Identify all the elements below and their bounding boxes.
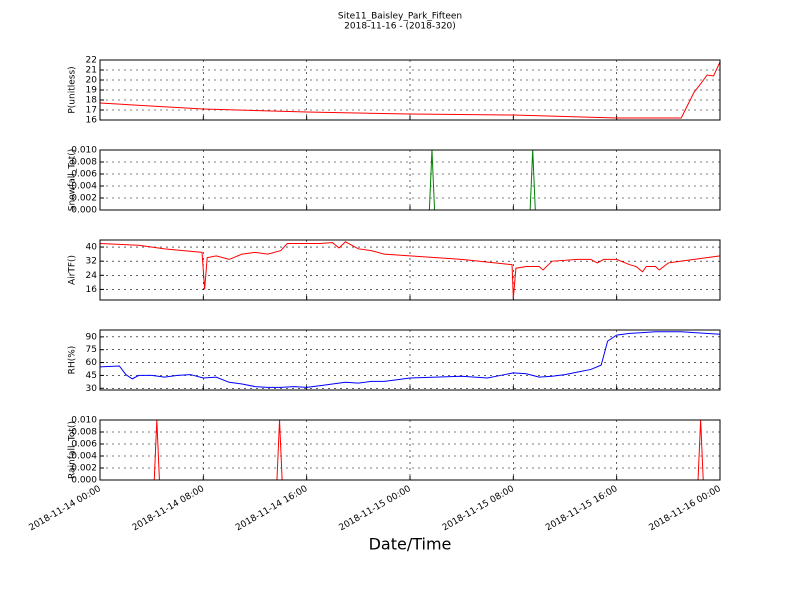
y-tick-label: 17 [86,106,97,116]
y-tick-label: 32 [86,257,97,267]
y-tick-label: 0.004 [71,452,97,462]
y-axis-label: Rainfall_Tot() [68,421,78,479]
plot-frame [99,239,721,301]
y-axis-label: Snowfall_Tot() [68,149,78,212]
y-tick-label: 75 [86,345,97,355]
y-tick-label: 0.010 [71,416,97,426]
x-axis-label: Date/Time [369,535,452,554]
y-axis-label: P(unitless) [68,66,78,113]
y-tick-label: 18 [86,96,98,106]
y-tick-label: 16 [86,116,98,126]
chart-title: Site11_Baisley_Park_Fifteen [338,12,462,22]
y-tick-label: 16 [86,285,98,295]
y-tick-label: 0.008 [71,428,97,438]
y-tick-label: 0.000 [71,206,97,216]
data-line [99,61,721,119]
y-tick-label: 0.010 [71,146,97,156]
y-tick-label: 0.006 [71,170,97,180]
y-tick-label: 0.004 [71,182,97,192]
plot-frame [99,59,721,121]
y-tick-label: 24 [86,271,98,281]
y-tick-label: 0.000 [71,476,97,486]
y-tick-label: 21 [86,66,97,76]
y-tick-label: 22 [86,56,97,66]
chart-subtitle: 2018-11-16 - (2018-320) [344,22,456,32]
y-tick-label: 0.006 [71,440,97,450]
plot-frame [99,149,721,211]
y-tick-label: 0.002 [71,464,97,474]
data-line [99,241,721,299]
y-axis-label: AirTF() [68,255,78,285]
data-line [99,331,721,388]
y-tick-label: 45 [86,371,97,381]
y-tick-label: 90 [86,332,98,342]
y-tick-label: 0.002 [71,194,97,204]
y-tick-label: 30 [86,384,98,394]
y-tick-label: 0.008 [71,158,97,168]
plot-frame [99,329,721,391]
y-tick-label: 19 [86,86,98,96]
y-tick-label: 60 [86,358,98,368]
plot-frame [99,419,721,481]
y-tick-label: 20 [86,76,98,86]
y-tick-label: 40 [86,243,98,253]
y-axis-label: RH(%) [68,346,78,375]
